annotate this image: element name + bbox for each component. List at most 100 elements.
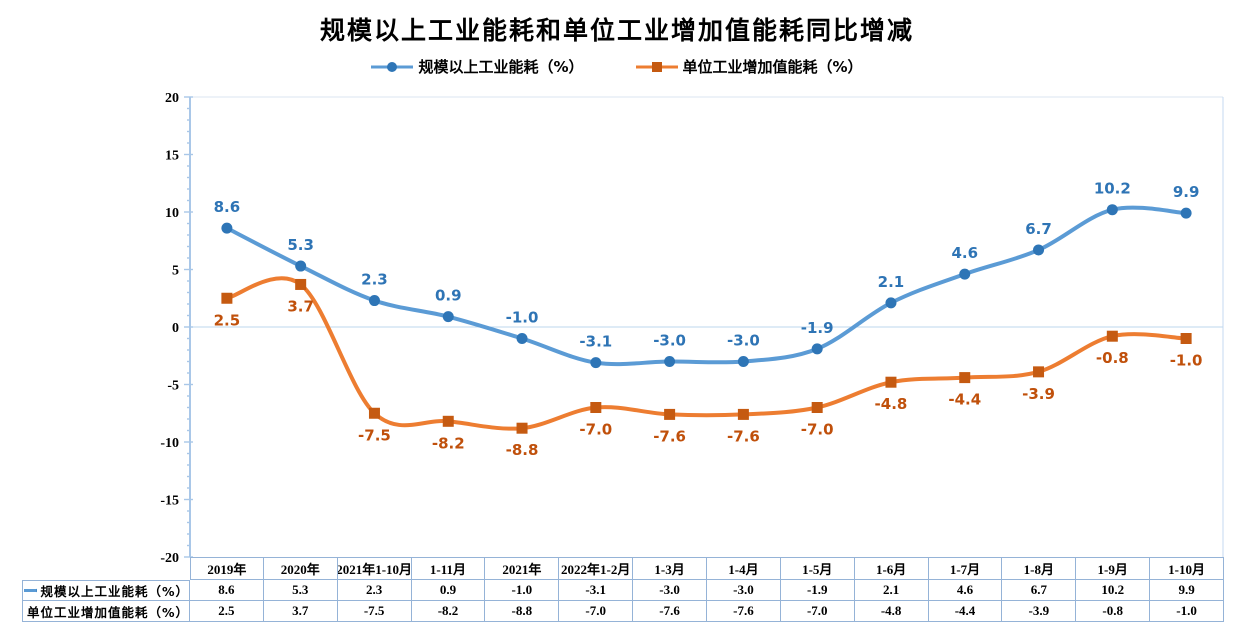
table-value-cell: -3.0 — [706, 580, 781, 601]
y-tick-label: -10 — [160, 436, 179, 451]
data-point-marker — [368, 295, 380, 307]
series-name-label: 规模以上工业能耗（%） — [40, 584, 189, 599]
data-point-label: -7.6 — [727, 427, 760, 445]
data-point-marker — [664, 356, 676, 367]
table-value-cell: -0.8 — [1076, 601, 1151, 622]
data-point-label: -0.8 — [1096, 349, 1129, 367]
table-header-cell: 2022年1-2月 — [559, 557, 634, 580]
table-corner-cell — [22, 557, 190, 580]
data-point-label: -3.9 — [1022, 385, 1055, 403]
table-value-cell: -7.6 — [706, 601, 781, 622]
table-value-cell: -3.1 — [559, 580, 634, 601]
series-name-label: 单位工业增加值能耗（%） — [27, 604, 190, 620]
table-value-cell: 6.7 — [1002, 580, 1077, 601]
table-value-cell: 4.6 — [928, 580, 1003, 601]
data-point-marker — [590, 357, 602, 369]
table-header-cell: 1-6月 — [854, 557, 929, 580]
data-point-label: 2.3 — [361, 271, 388, 289]
data-point-label: -3.1 — [579, 333, 612, 351]
data-point-label: -7.0 — [579, 421, 612, 439]
table-header-cell: 1-4月 — [706, 557, 781, 580]
data-point-marker — [664, 408, 676, 420]
y-tick-label: 0 — [172, 321, 179, 336]
table-header-cell: 1-5月 — [780, 557, 855, 580]
data-point-marker — [959, 268, 971, 280]
series-line — [224, 276, 1189, 431]
data-point-marker — [1106, 204, 1118, 216]
data-point-marker — [885, 376, 897, 388]
table-value-cell: -3.9 — [1002, 601, 1077, 622]
table-value-cell: 3.7 — [263, 601, 338, 622]
data-point-label: -4.4 — [948, 391, 981, 409]
legend-label-industrial-energy: 规模以上工业能耗（%） — [418, 58, 584, 76]
table-header-cell: 2021年1-10月 — [337, 557, 412, 580]
y-tick-label: -20 — [160, 551, 179, 566]
data-point-marker — [811, 402, 823, 413]
data-point-label: -1.0 — [1170, 352, 1203, 370]
data-point-label: -1.0 — [506, 309, 539, 327]
table-value-cell: 10.2 — [1076, 580, 1151, 601]
series-name-cell: 单位工业增加值能耗（%） — [22, 601, 190, 622]
data-point-marker — [221, 222, 233, 234]
data-point-marker — [221, 292, 233, 304]
legend-item-unit-added-value-energy: 单位工业增加值能耗（%） — [635, 56, 863, 77]
data-point-marker — [1106, 330, 1118, 342]
y-tick-label: 5 — [172, 264, 179, 279]
chart-title: 规模以上工业能耗和单位工业增加值能耗同比增减 — [319, 18, 914, 45]
data-point-label: -7.0 — [801, 421, 834, 439]
table-value-cell: -3.0 — [633, 580, 707, 601]
data-point-label: 3.7 — [287, 297, 314, 315]
legend-label-unit-added-value-energy: 单位工业增加值能耗（%） — [682, 58, 863, 76]
data-point-label: 0.9 — [435, 287, 462, 305]
data-point-marker — [1180, 207, 1192, 219]
table-value-cell: -7.6 — [633, 601, 707, 622]
data-point-label: 10.2 — [1094, 180, 1131, 198]
table-value-cell: 2.1 — [854, 580, 929, 601]
data-point-label: 9.9 — [1173, 183, 1200, 201]
data-point-marker — [295, 278, 307, 290]
data-point-label: 4.6 — [951, 244, 978, 262]
table-value-cell: -1.0 — [485, 580, 560, 601]
y-tick-label: -15 — [160, 494, 179, 509]
table-value-cell: 5.3 — [263, 580, 338, 601]
data-point-marker — [442, 415, 454, 427]
data-point-label: -3.0 — [653, 332, 686, 350]
legend-item-industrial-energy: 规模以上工业能耗（%） — [371, 56, 584, 77]
data-point-marker — [1180, 333, 1192, 344]
table-header-cell: 1-10月 — [1150, 557, 1224, 580]
table-value-cell: -7.0 — [559, 601, 634, 622]
line-circle-marker-icon — [371, 61, 414, 72]
legend: 规模以上工业能耗（%） 单位工业增加值能耗（%） — [0, 56, 1234, 77]
table-header-cell: 1-9月 — [1076, 557, 1151, 580]
line-square-marker-icon — [635, 61, 678, 72]
data-point-label: 5.3 — [287, 236, 314, 254]
data-point-marker — [516, 422, 528, 434]
data-point-marker — [295, 260, 307, 272]
table-header-cell: 1-3月 — [633, 557, 707, 580]
table-value-cell: 2.3 — [337, 580, 412, 601]
data-point-marker — [368, 407, 380, 419]
data-point-label: 2.1 — [878, 273, 905, 291]
data-point-marker — [516, 333, 528, 344]
data-point-label: -7.6 — [653, 427, 686, 445]
y-tick-label: 20 — [165, 91, 179, 106]
data-point-marker — [1033, 366, 1045, 378]
data-table: 2019年 2020年 2021年1-10月 1-11月 2021年 2022年1-2月 1… — [22, 557, 1224, 622]
table-header-cell: 1-8月 — [1002, 557, 1077, 580]
table-header-cell: 1-7月 — [928, 557, 1003, 580]
table-value-cell: -7.0 — [780, 601, 855, 622]
data-point-label: -7.5 — [358, 426, 391, 444]
y-tick-label: 10 — [165, 206, 179, 221]
data-point-label: -4.8 — [875, 395, 908, 413]
table-header-cell: 2021年 — [485, 557, 560, 580]
data-point-label: 8.6 — [214, 198, 241, 216]
data-point-marker — [737, 356, 749, 367]
data-point-marker — [442, 311, 454, 323]
table-header-cell: 1-11月 — [411, 557, 486, 580]
data-point-marker — [1033, 244, 1045, 256]
data-point-marker — [590, 402, 602, 413]
table-value-cell: 0.9 — [411, 580, 486, 601]
data-point-label: 6.7 — [1025, 220, 1052, 238]
data-point-label: -8.8 — [506, 441, 539, 459]
